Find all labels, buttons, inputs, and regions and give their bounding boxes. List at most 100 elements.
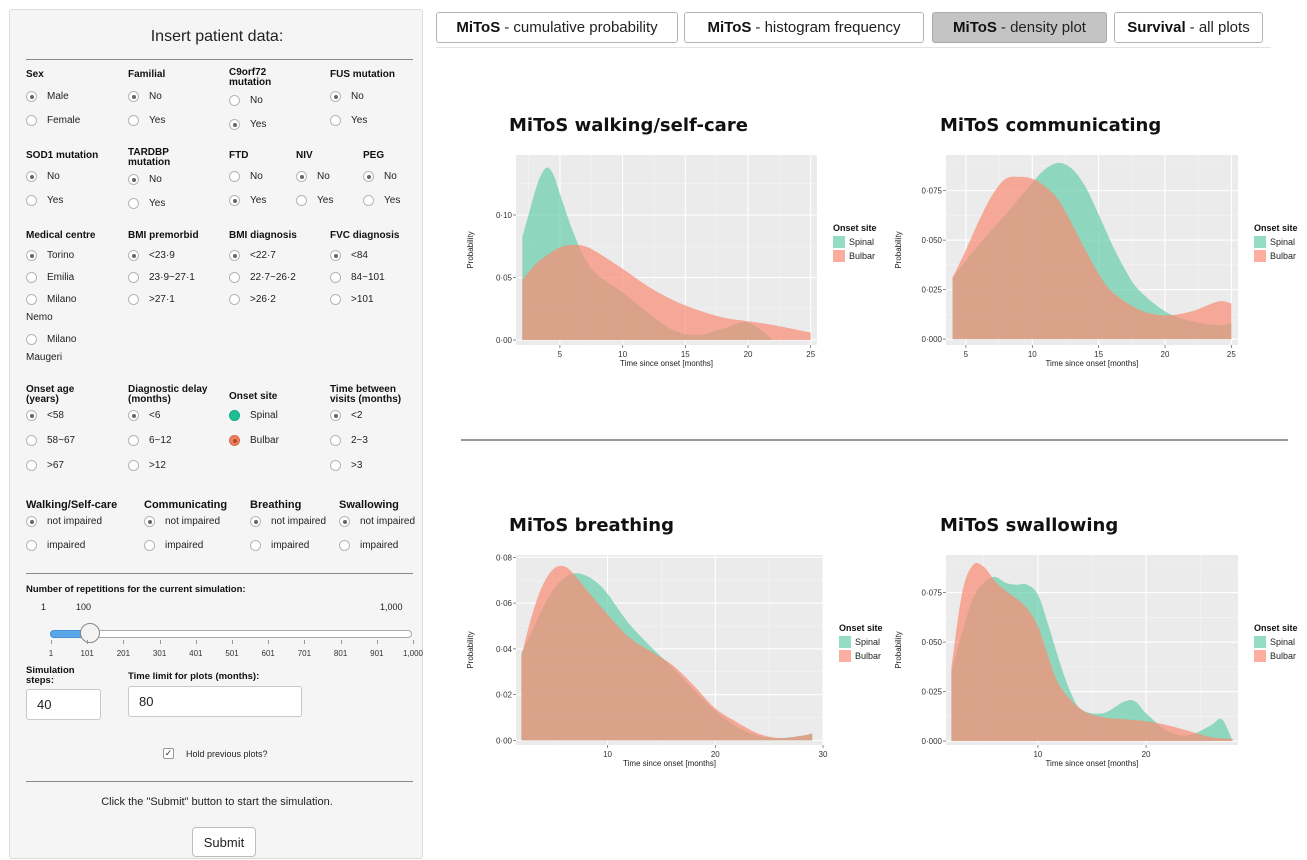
radio-circle[interactable] xyxy=(26,516,37,527)
radio-time-between-visits-months-3[interactable]: >3 xyxy=(330,460,362,471)
radio-ftd-no[interactable]: No xyxy=(229,171,263,182)
radio-circle[interactable] xyxy=(128,91,139,102)
radio-circle[interactable] xyxy=(296,171,307,182)
radio-onset-age-years-58[interactable]: <58 xyxy=(26,410,64,421)
radio-circle[interactable] xyxy=(250,540,261,551)
radio-circle[interactable] xyxy=(144,540,155,551)
radio-circle[interactable] xyxy=(330,115,341,126)
radio-circle[interactable] xyxy=(250,516,261,527)
radio-circle[interactable] xyxy=(330,91,341,102)
radio-circle[interactable] xyxy=(330,294,341,305)
radio-medical-centre-torino[interactable]: Torino xyxy=(26,250,74,261)
radio-circle[interactable] xyxy=(26,294,37,305)
radio-circle[interactable] xyxy=(339,516,350,527)
radio-circle[interactable] xyxy=(296,195,307,206)
radio-tardbp-mutation-no[interactable]: No xyxy=(128,174,162,185)
radio-communicating-impaired[interactable]: impaired xyxy=(144,540,203,551)
radio-ftd-yes[interactable]: Yes xyxy=(229,195,266,206)
slider-handle[interactable] xyxy=(80,623,100,643)
radio-diagnostic-delay-months-6[interactable]: <6 xyxy=(128,410,160,421)
radio-circle[interactable] xyxy=(330,460,341,471)
radio-familial-yes[interactable]: Yes xyxy=(128,115,165,126)
radio-circle[interactable] xyxy=(229,95,240,106)
radio-peg-no[interactable]: No xyxy=(363,171,397,182)
radio-circle[interactable] xyxy=(229,294,240,305)
radio-circle[interactable] xyxy=(144,516,155,527)
radio-onset-age-years-58-67[interactable]: 58~67 xyxy=(26,435,75,446)
radio-bmi-diagnosis-22-7[interactable]: <22·7 xyxy=(229,250,276,261)
radio-circle[interactable] xyxy=(26,334,37,345)
radio-circle[interactable] xyxy=(26,250,37,261)
radio-circle[interactable] xyxy=(26,540,37,551)
tab-density-plot[interactable]: MiToS - density plot xyxy=(932,12,1107,43)
radio-circle[interactable] xyxy=(26,460,37,471)
tab-cumulative-probability[interactable]: MiToS - cumulative probability xyxy=(436,12,678,43)
radio-circle[interactable] xyxy=(26,91,37,102)
radio-circle[interactable] xyxy=(26,272,37,283)
radio-onset-site-bulbar[interactable]: Bulbar xyxy=(229,435,279,446)
radio-sex-female[interactable]: Female xyxy=(26,115,80,126)
radio-circle[interactable] xyxy=(26,195,37,206)
radio-bmi-premorbid-23-9-27-1[interactable]: 23·9~27·1 xyxy=(128,272,195,283)
radio-fvc-diagnosis-84-101[interactable]: 84~101 xyxy=(330,272,385,283)
radio-onset-age-years-67[interactable]: >67 xyxy=(26,460,64,471)
radio-walking-self-care-impaired[interactable]: impaired xyxy=(26,540,85,551)
radio-medical-centre-milano-nemo[interactable]: Milano Nemo xyxy=(26,294,76,323)
radio-circle[interactable] xyxy=(128,460,139,471)
radio-circle[interactable] xyxy=(229,435,240,446)
radio-sod1-mutation-yes[interactable]: Yes xyxy=(26,195,63,206)
radio-circle[interactable] xyxy=(363,171,374,182)
radio-c9orf72-mutation-no[interactable]: No xyxy=(229,95,263,106)
tab-survival-all-plots[interactable]: Survival - all plots xyxy=(1114,12,1263,43)
radio-circle[interactable] xyxy=(229,272,240,283)
radio-circle[interactable] xyxy=(229,171,240,182)
radio-fus-mutation-no[interactable]: No xyxy=(330,91,364,102)
radio-bmi-premorbid-23-9[interactable]: <23·9 xyxy=(128,250,175,261)
radio-circle[interactable] xyxy=(229,410,240,421)
radio-bmi-diagnosis-22-7-26-2[interactable]: 22·7~26·2 xyxy=(229,272,296,283)
slider-track[interactable] xyxy=(50,630,412,638)
radio-sex-male[interactable]: Male xyxy=(26,91,69,102)
radio-sod1-mutation-no[interactable]: No xyxy=(26,171,60,182)
radio-time-between-visits-months-2-3[interactable]: 2~3 xyxy=(330,435,368,446)
time-limit-input[interactable]: 80 xyxy=(128,686,302,717)
radio-swallowing-impaired[interactable]: impaired xyxy=(339,540,398,551)
radio-circle[interactable] xyxy=(128,115,139,126)
radio-circle[interactable] xyxy=(128,410,139,421)
radio-circle[interactable] xyxy=(330,272,341,283)
radio-peg-yes[interactable]: Yes xyxy=(363,195,400,206)
radio-walking-self-care-not-impaired[interactable]: not impaired xyxy=(26,516,102,527)
radio-communicating-not-impaired[interactable]: not impaired xyxy=(144,516,220,527)
radio-fvc-diagnosis-84[interactable]: <84 xyxy=(330,250,368,261)
radio-bmi-premorbid-27-1[interactable]: >27·1 xyxy=(128,294,175,305)
radio-circle[interactable] xyxy=(128,294,139,305)
radio-medical-centre-milano-maugeri[interactable]: Milano Maugeri xyxy=(26,334,76,363)
radio-circle[interactable] xyxy=(330,410,341,421)
radio-circle[interactable] xyxy=(330,250,341,261)
radio-breathing-impaired[interactable]: impaired xyxy=(250,540,309,551)
radio-tardbp-mutation-yes[interactable]: Yes xyxy=(128,198,165,209)
radio-circle[interactable] xyxy=(26,435,37,446)
radio-time-between-visits-months-2[interactable]: <2 xyxy=(330,410,362,421)
radio-circle[interactable] xyxy=(26,115,37,126)
radio-circle[interactable] xyxy=(128,198,139,209)
radio-circle[interactable] xyxy=(128,272,139,283)
radio-diagnostic-delay-months-6-12[interactable]: 6~12 xyxy=(128,435,172,446)
radio-circle[interactable] xyxy=(229,195,240,206)
radio-familial-no[interactable]: No xyxy=(128,91,162,102)
radio-circle[interactable] xyxy=(229,119,240,130)
radio-c9orf72-mutation-yes[interactable]: Yes xyxy=(229,119,266,130)
radio-breathing-not-impaired[interactable]: not impaired xyxy=(250,516,326,527)
radio-niv-yes[interactable]: Yes xyxy=(296,195,333,206)
radio-circle[interactable] xyxy=(128,435,139,446)
radio-onset-site-spinal[interactable]: Spinal xyxy=(229,410,278,421)
radio-circle[interactable] xyxy=(26,410,37,421)
radio-circle[interactable] xyxy=(363,195,374,206)
submit-button[interactable]: Submit xyxy=(192,827,256,857)
radio-diagnostic-delay-months-12[interactable]: >12 xyxy=(128,460,166,471)
radio-fus-mutation-yes[interactable]: Yes xyxy=(330,115,367,126)
radio-niv-no[interactable]: No xyxy=(296,171,330,182)
radio-swallowing-not-impaired[interactable]: not impaired xyxy=(339,516,415,527)
radio-medical-centre-emilia[interactable]: Emilia xyxy=(26,272,74,283)
tab-histogram-frequency[interactable]: MiToS - histogram frequency xyxy=(684,12,924,43)
